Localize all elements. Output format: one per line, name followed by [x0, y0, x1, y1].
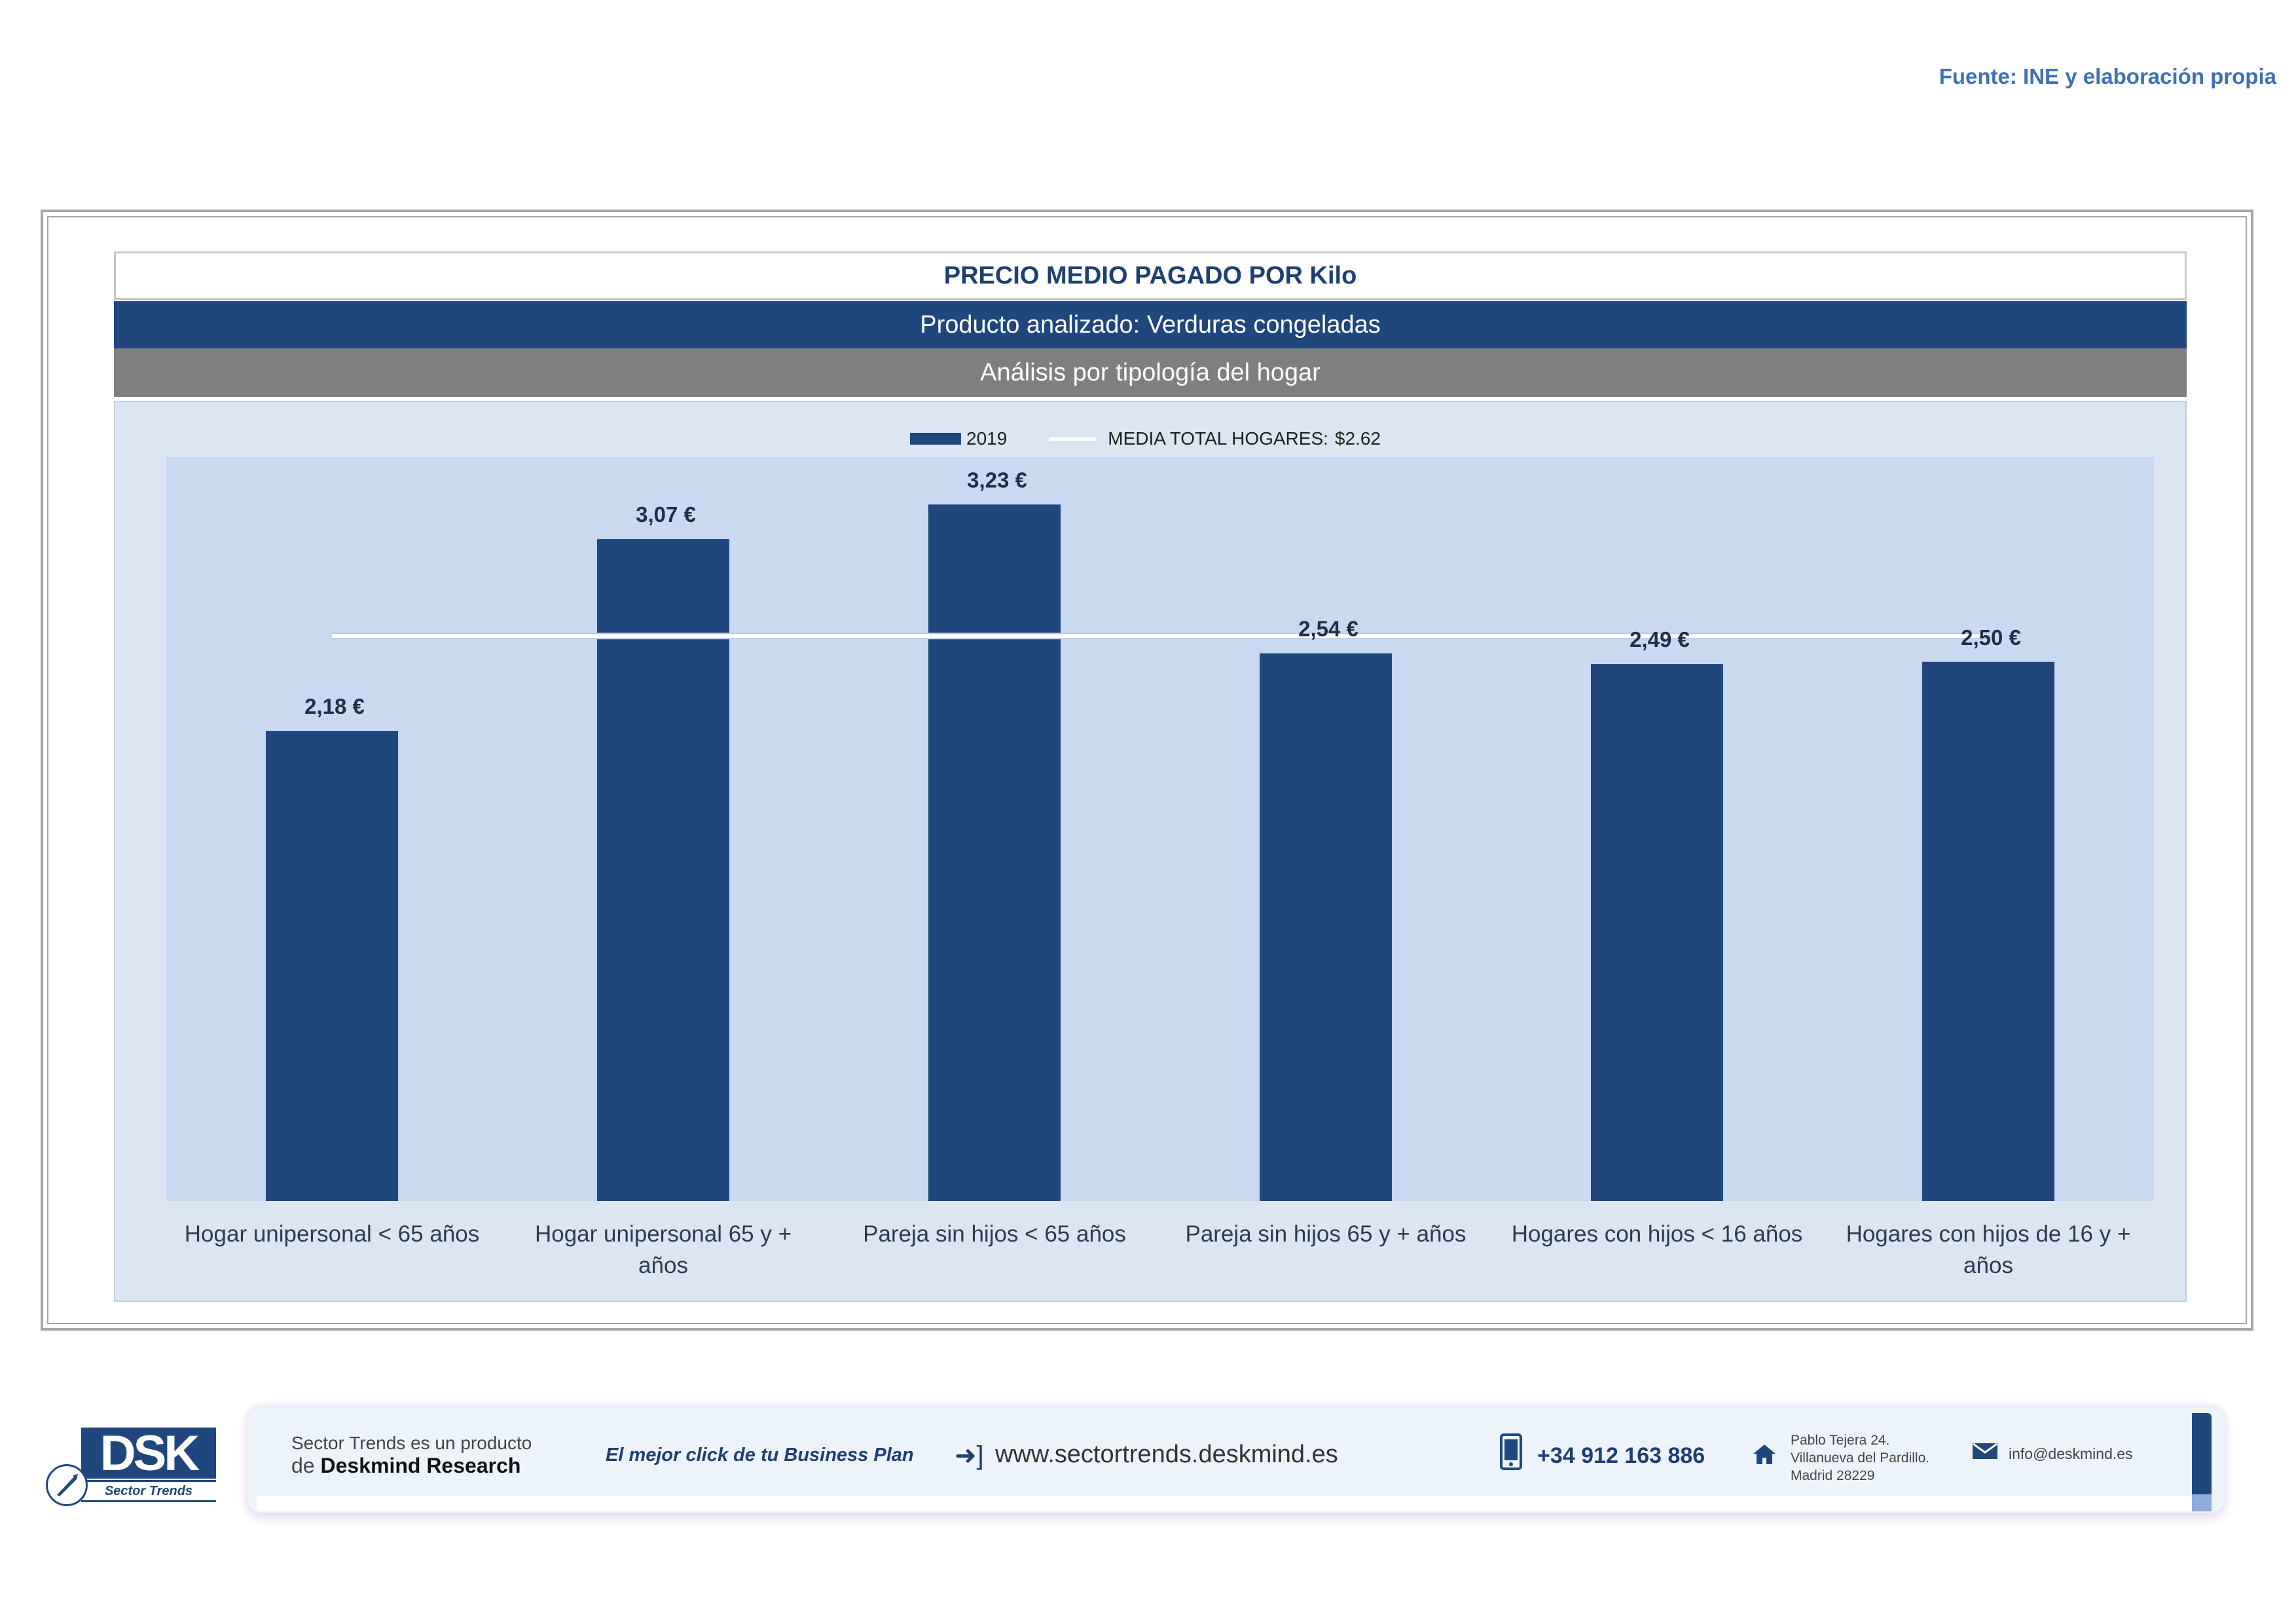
dsk-logo-mark: DSK	[81, 1426, 216, 1481]
footer-email[interactable]: info@deskmind.es	[2009, 1445, 2133, 1462]
data-label-1: 2,18 €	[304, 694, 365, 718]
dsk-logo-subtitle: Sector Trends	[81, 1480, 216, 1502]
footer-banner	[247, 1408, 2225, 1513]
bar-1	[266, 731, 398, 1201]
footer-brand: Deskmind Research	[320, 1454, 521, 1477]
legend-value-average: $2.62	[1334, 428, 1381, 449]
bar-3	[928, 504, 1061, 1201]
analysis-banner: Análisis por tipología del hogar	[114, 348, 2187, 397]
dsk-logo: DSK Sector Trends	[46, 1426, 216, 1506]
footer-slogan: El mejor click de tu Business Plan	[606, 1445, 914, 1466]
data-label-3: 3,23 €	[967, 468, 1027, 492]
category-label-2: Hogar unipersonal 65 y + años	[535, 1221, 792, 1278]
footer-brand-line: de Deskmind Research	[291, 1454, 520, 1478]
footer-banner-strip	[257, 1496, 2193, 1511]
bar-2	[597, 539, 729, 1201]
plot-area	[166, 457, 2154, 1201]
footer-banner-accent-light	[2192, 1494, 2212, 1511]
data-label-5: 2,49 €	[1630, 627, 1690, 652]
legend-label-average: MEDIA TOTAL HOGARES:	[1108, 428, 1328, 449]
data-label-2: 3,07 €	[636, 502, 696, 526]
footer-brand-prefix: de	[291, 1454, 321, 1477]
footer-banner-accent	[2192, 1413, 2212, 1494]
footer-address-line-3: Madrid 28229	[1791, 1468, 1875, 1483]
category-label-6: Hogares con hijos de 16 y + años	[1846, 1221, 2131, 1278]
chart-legend: 2019 MEDIA TOTAL HOGARES: $2.62	[910, 426, 1387, 452]
footer-website-link[interactable]: www.sectortrends.deskmind.es	[995, 1441, 1338, 1468]
data-label-4: 2,54 €	[1298, 617, 1358, 641]
data-label-6: 2,50 €	[1961, 625, 2021, 650]
footer-address-line-2: Villanueva del Pardillo.	[1791, 1450, 1930, 1466]
mail-icon	[1972, 1441, 1998, 1465]
mobile-phone-icon	[1499, 1433, 1523, 1479]
bar-chart: 2,18 € 3,07 € 3,23 € 2,54 € 2,49 € 2,50 € Hoga…	[166, 457, 2154, 1278]
legend-swatch-2019	[910, 433, 961, 445]
bar-5	[1591, 664, 1723, 1201]
legend-swatch-average	[1049, 437, 1097, 441]
footer-tagline: Sector Trends es un producto	[291, 1433, 532, 1453]
report-inner-frame	[47, 216, 2247, 1324]
report-outer-frame	[41, 210, 2253, 1331]
category-label-1: Hogar unipersonal < 65 años	[185, 1221, 479, 1247]
login-arrow-icon: ➜]	[955, 1441, 984, 1470]
legend-label-2019: 2019	[966, 428, 1008, 449]
footer-phone[interactable]: +34 912 163 886	[1537, 1443, 1705, 1468]
bar-4	[1260, 653, 1392, 1201]
bar-6	[1922, 661, 2054, 1201]
category-label-4: Pareja sin hijos 65 y + años	[1185, 1221, 1466, 1247]
category-label-5: Hogares con hijos < 16 años	[1512, 1221, 1803, 1247]
footer-address-line-1: Pablo Tejera 24.	[1791, 1433, 1890, 1448]
product-banner: Producto analizado: Verduras congeladas	[114, 301, 2187, 348]
rocket-icon	[46, 1464, 88, 1506]
category-label-3: Pareja sin hijos < 65 años	[863, 1221, 1126, 1247]
home-icon	[1752, 1443, 1777, 1472]
footer-address: Pablo Tejera 24. Villanueva del Pardillo…	[1791, 1431, 1929, 1485]
report-title: PRECIO MEDIO PAGADO POR Kilo	[114, 251, 2187, 300]
source-note: Fuente: INE y elaboración propia	[1939, 64, 2276, 88]
